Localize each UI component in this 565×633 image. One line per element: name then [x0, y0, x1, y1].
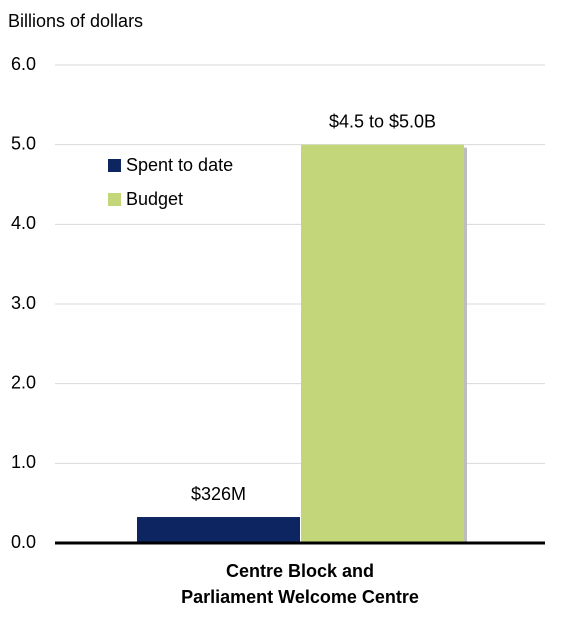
y-tick-label: 0.0	[11, 532, 36, 552]
y-tick-label: 4.0	[11, 213, 36, 233]
y-tick-label: 2.0	[11, 372, 36, 392]
x-tick-label: Centre Block and Parliament Welcome Centr…	[181, 561, 419, 607]
y-tick-label: 3.0	[11, 293, 36, 313]
y-tick-label: 6.0	[11, 54, 36, 74]
value-label: $326M	[191, 484, 246, 504]
legend-label: Spent to date	[126, 155, 233, 175]
bar	[137, 517, 300, 543]
y-tick-label: 5.0	[11, 133, 36, 153]
legend-swatch	[108, 159, 121, 172]
value-label: $4.5 to $5.0B	[329, 111, 436, 131]
y-tick-label: 1.0	[11, 452, 36, 472]
bar	[301, 144, 464, 543]
y-axis-title: Billions of dollars	[8, 11, 143, 31]
legend-swatch	[108, 193, 121, 206]
legend-label: Budget	[126, 189, 183, 209]
